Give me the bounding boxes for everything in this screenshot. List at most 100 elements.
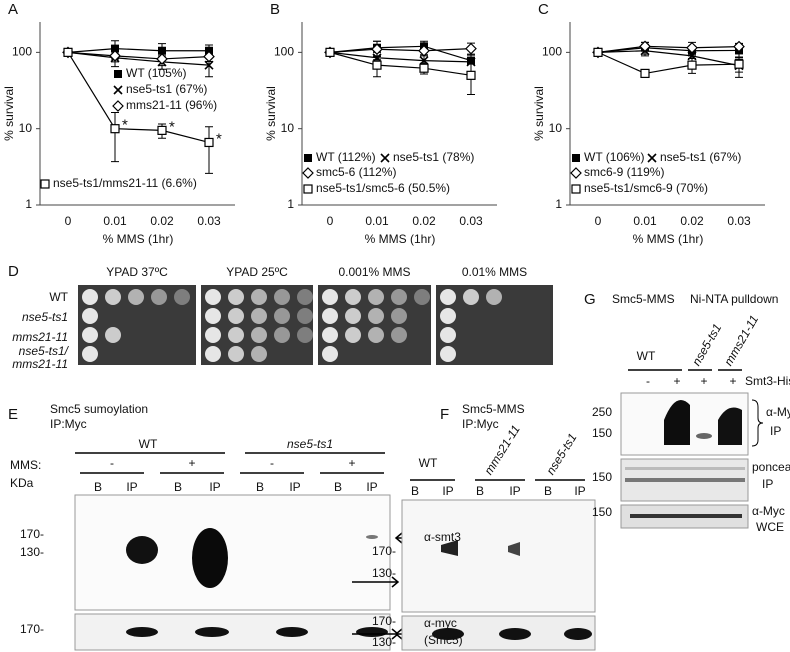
label: B	[94, 480, 102, 494]
legend-label: WT (112%)	[316, 150, 376, 164]
label: IP	[289, 480, 300, 494]
label: +	[700, 374, 707, 388]
colony-spot	[391, 308, 407, 324]
marker	[371, 43, 383, 56]
band	[126, 627, 158, 637]
line	[329, 48, 472, 53]
colony-spot	[440, 308, 456, 324]
marker	[733, 40, 745, 53]
band	[630, 514, 742, 518]
colony-spot	[228, 327, 244, 343]
label: 150	[592, 426, 612, 440]
label: 0.001% MMS	[338, 265, 410, 279]
colony-spot	[205, 289, 221, 305]
colony-spot	[391, 289, 407, 305]
colony-spot	[205, 327, 221, 343]
legend-marker	[303, 184, 313, 194]
legend-label: nse5-ts1 (67%)	[660, 150, 741, 164]
y-tick-label: 1	[25, 197, 32, 211]
band	[696, 433, 712, 439]
label: Smc5-MMS	[612, 292, 675, 306]
x-tick-label: 0.01	[633, 214, 657, 228]
label: YPAD 25ºC	[226, 265, 288, 279]
legend-marker	[40, 179, 50, 189]
legend-marker	[570, 167, 582, 179]
legend-label: nse5-ts1 (78%)	[393, 150, 474, 164]
label: IP	[126, 480, 137, 494]
band	[441, 540, 458, 556]
label: B	[334, 480, 342, 494]
label: WT	[49, 290, 68, 304]
line	[67, 48, 209, 53]
colony-spot	[251, 327, 267, 343]
band	[432, 628, 464, 640]
label: IP	[770, 424, 781, 438]
colony-spot	[82, 346, 98, 362]
label: α-Myc	[766, 405, 790, 419]
marker	[466, 70, 476, 80]
colony-spot	[274, 308, 290, 324]
marker	[109, 50, 121, 62]
gel-images	[78, 285, 553, 365]
arrow	[352, 576, 400, 588]
colony-spot	[368, 327, 384, 343]
colony-spot	[440, 327, 456, 343]
colony-spot	[105, 327, 121, 343]
label: +	[188, 456, 195, 470]
legend-marker	[113, 85, 123, 95]
label: B	[174, 480, 182, 494]
label: G	[584, 291, 596, 308]
label: 150	[592, 505, 612, 519]
marker	[418, 44, 430, 57]
label: nse5-ts1	[22, 310, 68, 324]
annotation: *	[122, 117, 128, 134]
marker	[639, 40, 651, 53]
colony-spot	[151, 289, 167, 305]
blot	[401, 499, 596, 613]
label: B	[476, 484, 484, 498]
band	[126, 536, 158, 564]
marker	[466, 57, 476, 67]
marker	[110, 124, 120, 134]
label: WT	[637, 349, 656, 363]
label: +	[348, 456, 355, 470]
colony-spot	[345, 327, 361, 343]
label: mms21-11	[721, 313, 761, 368]
label: nse5-ts1	[287, 437, 333, 451]
colony-spot	[297, 308, 313, 324]
label: B	[256, 480, 264, 494]
label: -	[646, 374, 650, 388]
label: nse5-ts1/	[19, 344, 70, 358]
legend-marker	[647, 153, 657, 163]
colony-spot	[322, 289, 338, 305]
x-tick-label: 0.01	[365, 214, 389, 228]
label: MMS:	[10, 458, 41, 472]
y-axis-label: % survival	[264, 86, 278, 141]
label: +	[729, 374, 736, 388]
annotation: *	[169, 118, 175, 135]
label: α-myc	[424, 616, 457, 630]
x-tick-label: 0.02	[150, 214, 174, 228]
panel-letter: A	[8, 1, 18, 18]
blot	[74, 494, 391, 611]
x-tick-label: 0.02	[412, 214, 436, 228]
marker	[686, 41, 698, 54]
band	[508, 542, 520, 556]
x-tick-label: 0	[65, 214, 72, 228]
band	[195, 627, 229, 637]
legend-marker	[304, 154, 312, 162]
marker	[734, 59, 744, 69]
error-bar	[205, 126, 213, 174]
band	[625, 478, 745, 482]
label: mms21-11	[12, 330, 68, 344]
label: YPAD 37ºC	[106, 265, 168, 279]
marker	[204, 137, 214, 148]
label: α-smt3	[424, 530, 461, 544]
label: -	[270, 456, 274, 470]
colony-spot	[486, 289, 502, 305]
colony-spot	[251, 346, 267, 362]
label: F	[440, 406, 449, 423]
label: B	[544, 484, 552, 498]
marker	[205, 46, 213, 55]
label: IP	[442, 484, 453, 498]
